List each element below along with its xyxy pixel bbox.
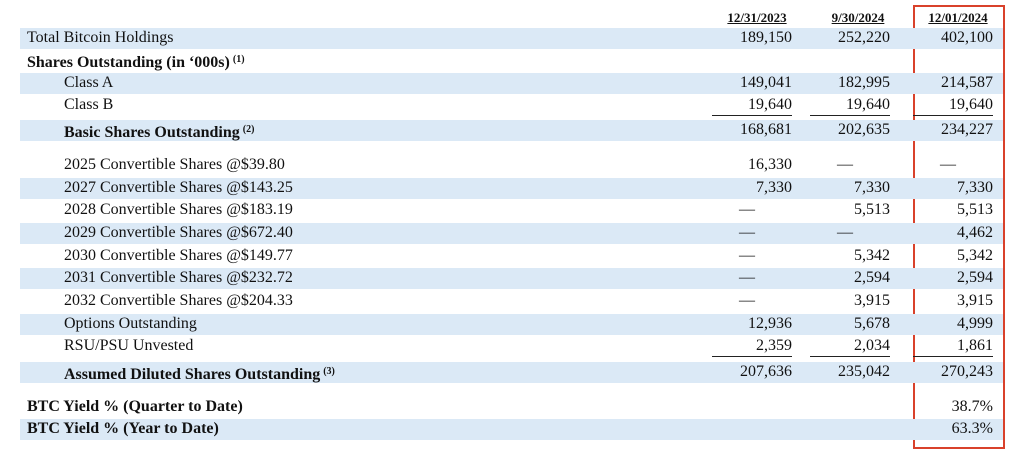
cell-value: 189,150 bbox=[740, 29, 792, 46]
cell-value: — bbox=[940, 156, 956, 173]
cell-value: 234,227 bbox=[941, 121, 993, 138]
label-text: Shares Outstanding (in ‘000s) bbox=[27, 54, 230, 71]
row-label: 2027 Convertible Shares @$143.25 bbox=[64, 178, 293, 198]
cell-value: 182,995 bbox=[838, 74, 890, 91]
row-label: Class A bbox=[64, 73, 113, 93]
label-text: 2028 Convertible Shares @$183.19 bbox=[64, 201, 293, 218]
row-label: BTC Yield % (Quarter to Date) bbox=[27, 397, 243, 417]
cell-value: 5,342 bbox=[957, 247, 993, 264]
cell-value: 1,861 bbox=[913, 336, 993, 357]
row-shade bbox=[20, 314, 1003, 335]
cell-value: 2,359 bbox=[712, 336, 792, 357]
row-label: 2032 Convertible Shares @$204.33 bbox=[64, 291, 293, 311]
row-shade bbox=[20, 223, 1003, 244]
row-label: 2028 Convertible Shares @$183.19 bbox=[64, 200, 293, 220]
label-text: Class B bbox=[64, 96, 114, 113]
label-text: 2025 Convertible Shares @$39.80 bbox=[64, 156, 285, 173]
cell-value: 38.7% bbox=[951, 398, 993, 415]
label-text: Class A bbox=[64, 74, 114, 91]
label-text: Basic Shares Outstanding bbox=[64, 124, 240, 141]
cell-value: 5,342 bbox=[854, 247, 890, 264]
cell-value: 2,594 bbox=[957, 269, 993, 286]
cell-value: 12,936 bbox=[748, 315, 792, 332]
cell-value: 19,640 bbox=[810, 95, 890, 116]
cell-value: — bbox=[837, 224, 853, 241]
footnote-ref: (3) bbox=[323, 366, 335, 377]
column-header: 12/31/2023 bbox=[727, 10, 787, 25]
cell-value: 5,678 bbox=[854, 315, 890, 332]
row-shade bbox=[20, 178, 1003, 199]
label-text: 2031 Convertible Shares @$232.72 bbox=[64, 269, 293, 286]
label-text: Options Outstanding bbox=[64, 315, 197, 332]
row-shade bbox=[20, 419, 1003, 440]
cell-value: 3,915 bbox=[957, 292, 993, 309]
cell-value: 214,587 bbox=[941, 74, 993, 91]
footnote-ref: (2) bbox=[242, 124, 255, 135]
row-label: RSU/PSU Unvested bbox=[64, 336, 193, 356]
row-label: Options Outstanding bbox=[64, 314, 197, 334]
cell-value: 4,999 bbox=[957, 315, 993, 332]
cell-value: — bbox=[739, 201, 755, 218]
cell-value: 63.3% bbox=[951, 420, 993, 437]
row-shade bbox=[20, 120, 1003, 141]
cell-value: — bbox=[739, 269, 755, 286]
cell-value: 19,640 bbox=[712, 95, 792, 116]
row-shade bbox=[20, 28, 1003, 49]
cell-value: 2,034 bbox=[810, 336, 890, 357]
label-text: 2032 Convertible Shares @$204.33 bbox=[64, 292, 293, 309]
footnote-ref: (1) bbox=[232, 54, 245, 65]
cell-value: 202,635 bbox=[838, 121, 890, 138]
cell-value: 402,100 bbox=[941, 29, 993, 46]
row-label: BTC Yield % (Year to Date) bbox=[27, 419, 219, 439]
row-label: 2030 Convertible Shares @$149.77 bbox=[64, 246, 293, 266]
row-label: 2025 Convertible Shares @$39.80 bbox=[64, 155, 285, 175]
column-header: 9/30/2024 bbox=[831, 10, 885, 25]
cell-value: 270,243 bbox=[941, 363, 993, 380]
cell-value: 7,330 bbox=[756, 179, 792, 196]
label-text: RSU/PSU Unvested bbox=[64, 337, 194, 354]
row-label: Shares Outstanding (in ‘000s) (1) bbox=[27, 50, 245, 73]
column-header: 12/01/2024 bbox=[928, 10, 988, 25]
cell-value: 3,915 bbox=[854, 292, 890, 309]
row-label: 2029 Convertible Shares @$672.40 bbox=[64, 223, 293, 243]
row-label: Basic Shares Outstanding (2) bbox=[64, 120, 254, 143]
label-text: 2030 Convertible Shares @$149.77 bbox=[64, 247, 293, 264]
cell-value: 235,042 bbox=[838, 363, 890, 380]
cell-value: 16,330 bbox=[748, 156, 792, 173]
cell-value: — bbox=[739, 224, 755, 241]
cell-value: 7,330 bbox=[957, 179, 993, 196]
label-text: BTC Yield % (Year to Date) bbox=[27, 420, 219, 437]
row-shade bbox=[20, 362, 1003, 383]
cell-value: 207,636 bbox=[740, 363, 792, 380]
row-shade bbox=[20, 73, 1003, 94]
row-label: Assumed Diluted Shares Outstanding (3) bbox=[64, 362, 335, 385]
label-text: BTC Yield % (Quarter to Date) bbox=[27, 398, 243, 415]
cell-value: 149,041 bbox=[740, 74, 792, 91]
cell-value: 4,462 bbox=[957, 224, 993, 241]
label-text: 2029 Convertible Shares @$672.40 bbox=[64, 224, 293, 241]
label-text: 2027 Convertible Shares @$143.25 bbox=[64, 179, 293, 196]
cell-value: 5,513 bbox=[957, 201, 993, 218]
cell-value: 19,640 bbox=[913, 95, 993, 116]
cell-value: 7,330 bbox=[854, 179, 890, 196]
label-text: Assumed Diluted Shares Outstanding bbox=[64, 366, 321, 383]
cell-value: 252,220 bbox=[838, 29, 890, 46]
cell-value: 168,681 bbox=[740, 121, 792, 138]
row-label: Total Bitcoin Holdings bbox=[27, 28, 173, 48]
cell-value: — bbox=[837, 156, 853, 173]
label-text: Total Bitcoin Holdings bbox=[27, 29, 174, 46]
row-shade bbox=[20, 268, 1003, 289]
cell-value: 5,513 bbox=[854, 201, 890, 218]
row-label: 2031 Convertible Shares @$232.72 bbox=[64, 268, 293, 288]
cell-value: — bbox=[739, 247, 755, 264]
cell-value: 2,594 bbox=[854, 269, 890, 286]
cell-value: — bbox=[739, 292, 755, 309]
row-label: Class B bbox=[64, 95, 113, 115]
